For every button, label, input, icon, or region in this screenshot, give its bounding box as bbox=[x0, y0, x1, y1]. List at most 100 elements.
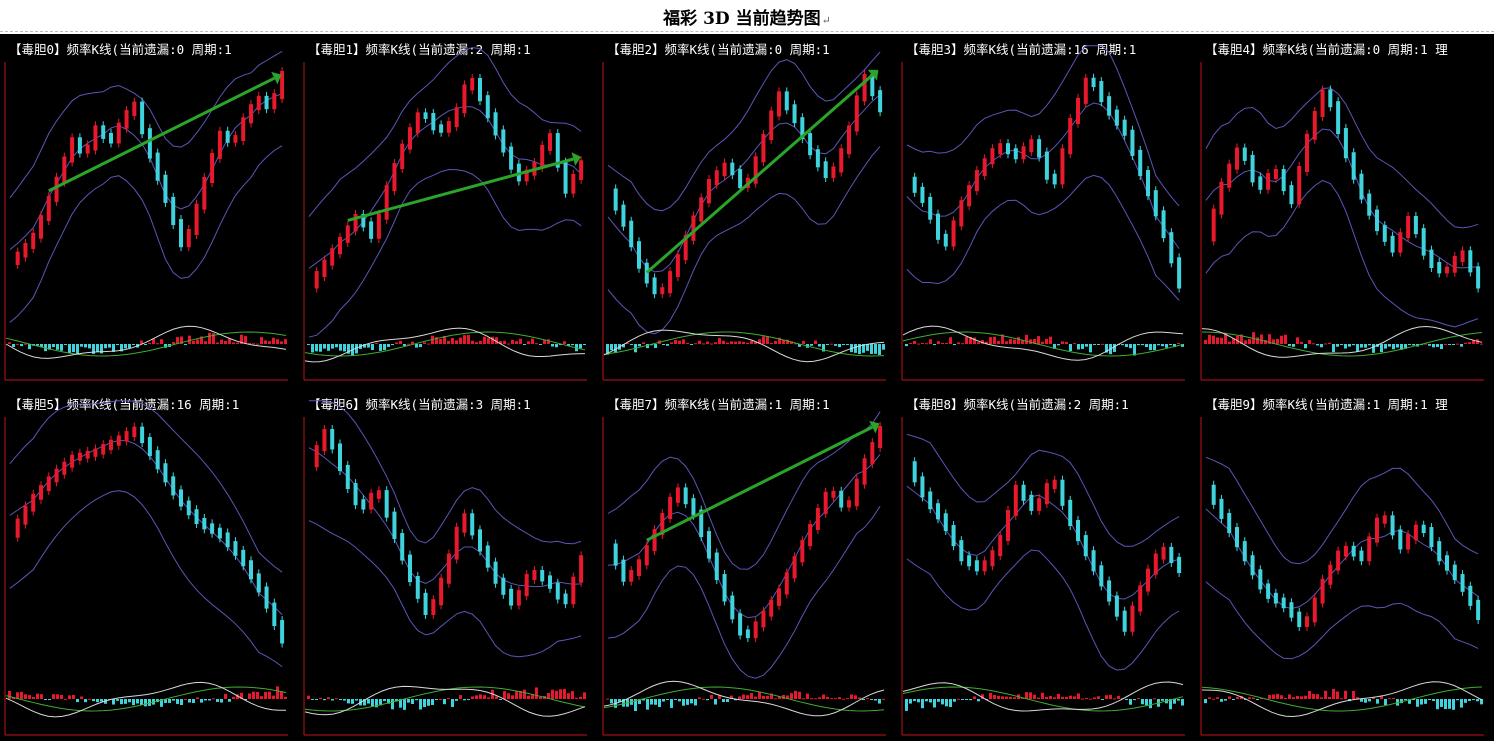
trend-panel-9: 【毒胆9】频率K线(当前遗漏:1 周期:1 理 bbox=[1196, 389, 1493, 742]
indicator-bar bbox=[838, 344, 841, 348]
indicator-bar bbox=[1001, 334, 1004, 344]
candle bbox=[249, 104, 253, 124]
candle bbox=[1367, 193, 1372, 216]
indicator-bar bbox=[882, 698, 885, 700]
candle bbox=[353, 214, 358, 232]
indicator-bar bbox=[208, 699, 211, 701]
indicator-bar bbox=[1412, 344, 1415, 346]
candle bbox=[579, 555, 584, 583]
candle bbox=[613, 188, 618, 211]
indicator-bar bbox=[762, 695, 765, 699]
indicator-bar bbox=[471, 340, 474, 344]
indicator-bar bbox=[92, 344, 95, 354]
indicator-bar bbox=[726, 342, 729, 344]
indicator-bar bbox=[758, 339, 761, 344]
indicator-bar bbox=[610, 699, 613, 704]
indicator-bar bbox=[1105, 344, 1108, 353]
indicator-bar bbox=[1049, 695, 1052, 699]
indicator-bar bbox=[307, 344, 310, 345]
candle bbox=[202, 177, 207, 210]
candle bbox=[1320, 578, 1325, 604]
trend-panel-5: 【毒胆5】频率K线(当前遗漏:16 周期:1 bbox=[0, 389, 297, 742]
candle bbox=[1297, 166, 1302, 205]
indicator-bar bbox=[507, 343, 510, 345]
candle bbox=[1029, 494, 1034, 511]
indicator-bar bbox=[690, 699, 693, 704]
indicator-bar bbox=[1416, 699, 1419, 707]
candle bbox=[369, 492, 374, 510]
indicator-bar bbox=[443, 699, 446, 705]
trend-panel-8: 【毒胆8】频率K线(当前遗漏:2 周期:1 bbox=[897, 389, 1194, 742]
indicator-bar bbox=[1388, 698, 1391, 700]
indicator-bar bbox=[1448, 344, 1451, 345]
indicator-bar bbox=[913, 699, 916, 702]
indicator-bar bbox=[96, 699, 99, 703]
candle bbox=[920, 186, 925, 203]
candle bbox=[478, 529, 482, 552]
indicator-bar bbox=[973, 337, 976, 344]
candle bbox=[1273, 169, 1278, 180]
indicator-bar bbox=[913, 340, 916, 344]
indicator-bar bbox=[1113, 698, 1116, 700]
band-lower-line bbox=[1205, 179, 1479, 328]
indicator-fast-line bbox=[902, 325, 1184, 361]
indicator-bar bbox=[786, 695, 789, 699]
candle bbox=[408, 554, 412, 583]
candle bbox=[1161, 546, 1166, 560]
indicator-bar bbox=[870, 344, 873, 354]
indicator-bar bbox=[503, 691, 506, 699]
candle bbox=[1138, 585, 1143, 612]
indicator-bar bbox=[1244, 340, 1247, 344]
candle bbox=[815, 507, 820, 531]
indicator-bar bbox=[188, 335, 191, 344]
indicator-bar bbox=[184, 344, 187, 345]
indicator-bar bbox=[144, 699, 147, 707]
indicator-bar bbox=[64, 344, 67, 345]
candle bbox=[613, 543, 618, 566]
candle bbox=[194, 509, 199, 524]
candle bbox=[699, 197, 704, 222]
indicator-bar bbox=[846, 344, 849, 345]
candle bbox=[384, 490, 389, 518]
indicator-bar bbox=[339, 344, 342, 351]
candle bbox=[621, 559, 626, 582]
indicator-bar bbox=[981, 694, 984, 699]
indicator-bar bbox=[670, 342, 673, 344]
indicator-bar bbox=[874, 699, 877, 701]
indicator-bar bbox=[335, 344, 338, 348]
candle bbox=[462, 84, 467, 114]
trend-panel-2: 【毒胆2】频率K线(当前遗漏:0 周期:1 bbox=[598, 34, 895, 387]
indicator-bar bbox=[1009, 696, 1012, 699]
candle bbox=[722, 574, 727, 602]
indicator-bar bbox=[487, 337, 490, 344]
indicator-bar bbox=[690, 344, 693, 345]
indicator-bar bbox=[1125, 344, 1128, 347]
candle bbox=[330, 248, 335, 266]
candle bbox=[1083, 535, 1088, 557]
indicator-bar bbox=[375, 699, 378, 708]
indicator-bar bbox=[1212, 698, 1215, 700]
indicator-bar bbox=[1236, 336, 1239, 344]
indicator-bar bbox=[858, 697, 861, 699]
indicator-bar bbox=[1033, 339, 1036, 344]
panel-label: 【毒胆3】频率K线(当前遗漏:16 周期:1 bbox=[906, 42, 1137, 57]
indicator-bar bbox=[1280, 335, 1283, 344]
indicator-bar bbox=[734, 341, 737, 344]
candle bbox=[1076, 520, 1080, 542]
candle bbox=[1476, 266, 1481, 289]
indicator-bar bbox=[164, 699, 167, 704]
candle bbox=[730, 162, 735, 176]
trend-arrow-head bbox=[867, 69, 879, 81]
candle bbox=[998, 535, 1003, 557]
indicator-bar bbox=[1061, 696, 1064, 699]
indicator-bar bbox=[156, 699, 159, 703]
band-upper-line bbox=[607, 411, 881, 570]
candle bbox=[322, 429, 327, 452]
indicator-bar bbox=[52, 694, 55, 699]
candle bbox=[501, 577, 506, 595]
candle bbox=[878, 426, 883, 449]
indicator-bar bbox=[738, 341, 741, 344]
indicator-bar bbox=[280, 691, 283, 699]
indicator-bar bbox=[989, 692, 992, 699]
indicator-bar bbox=[327, 697, 330, 699]
